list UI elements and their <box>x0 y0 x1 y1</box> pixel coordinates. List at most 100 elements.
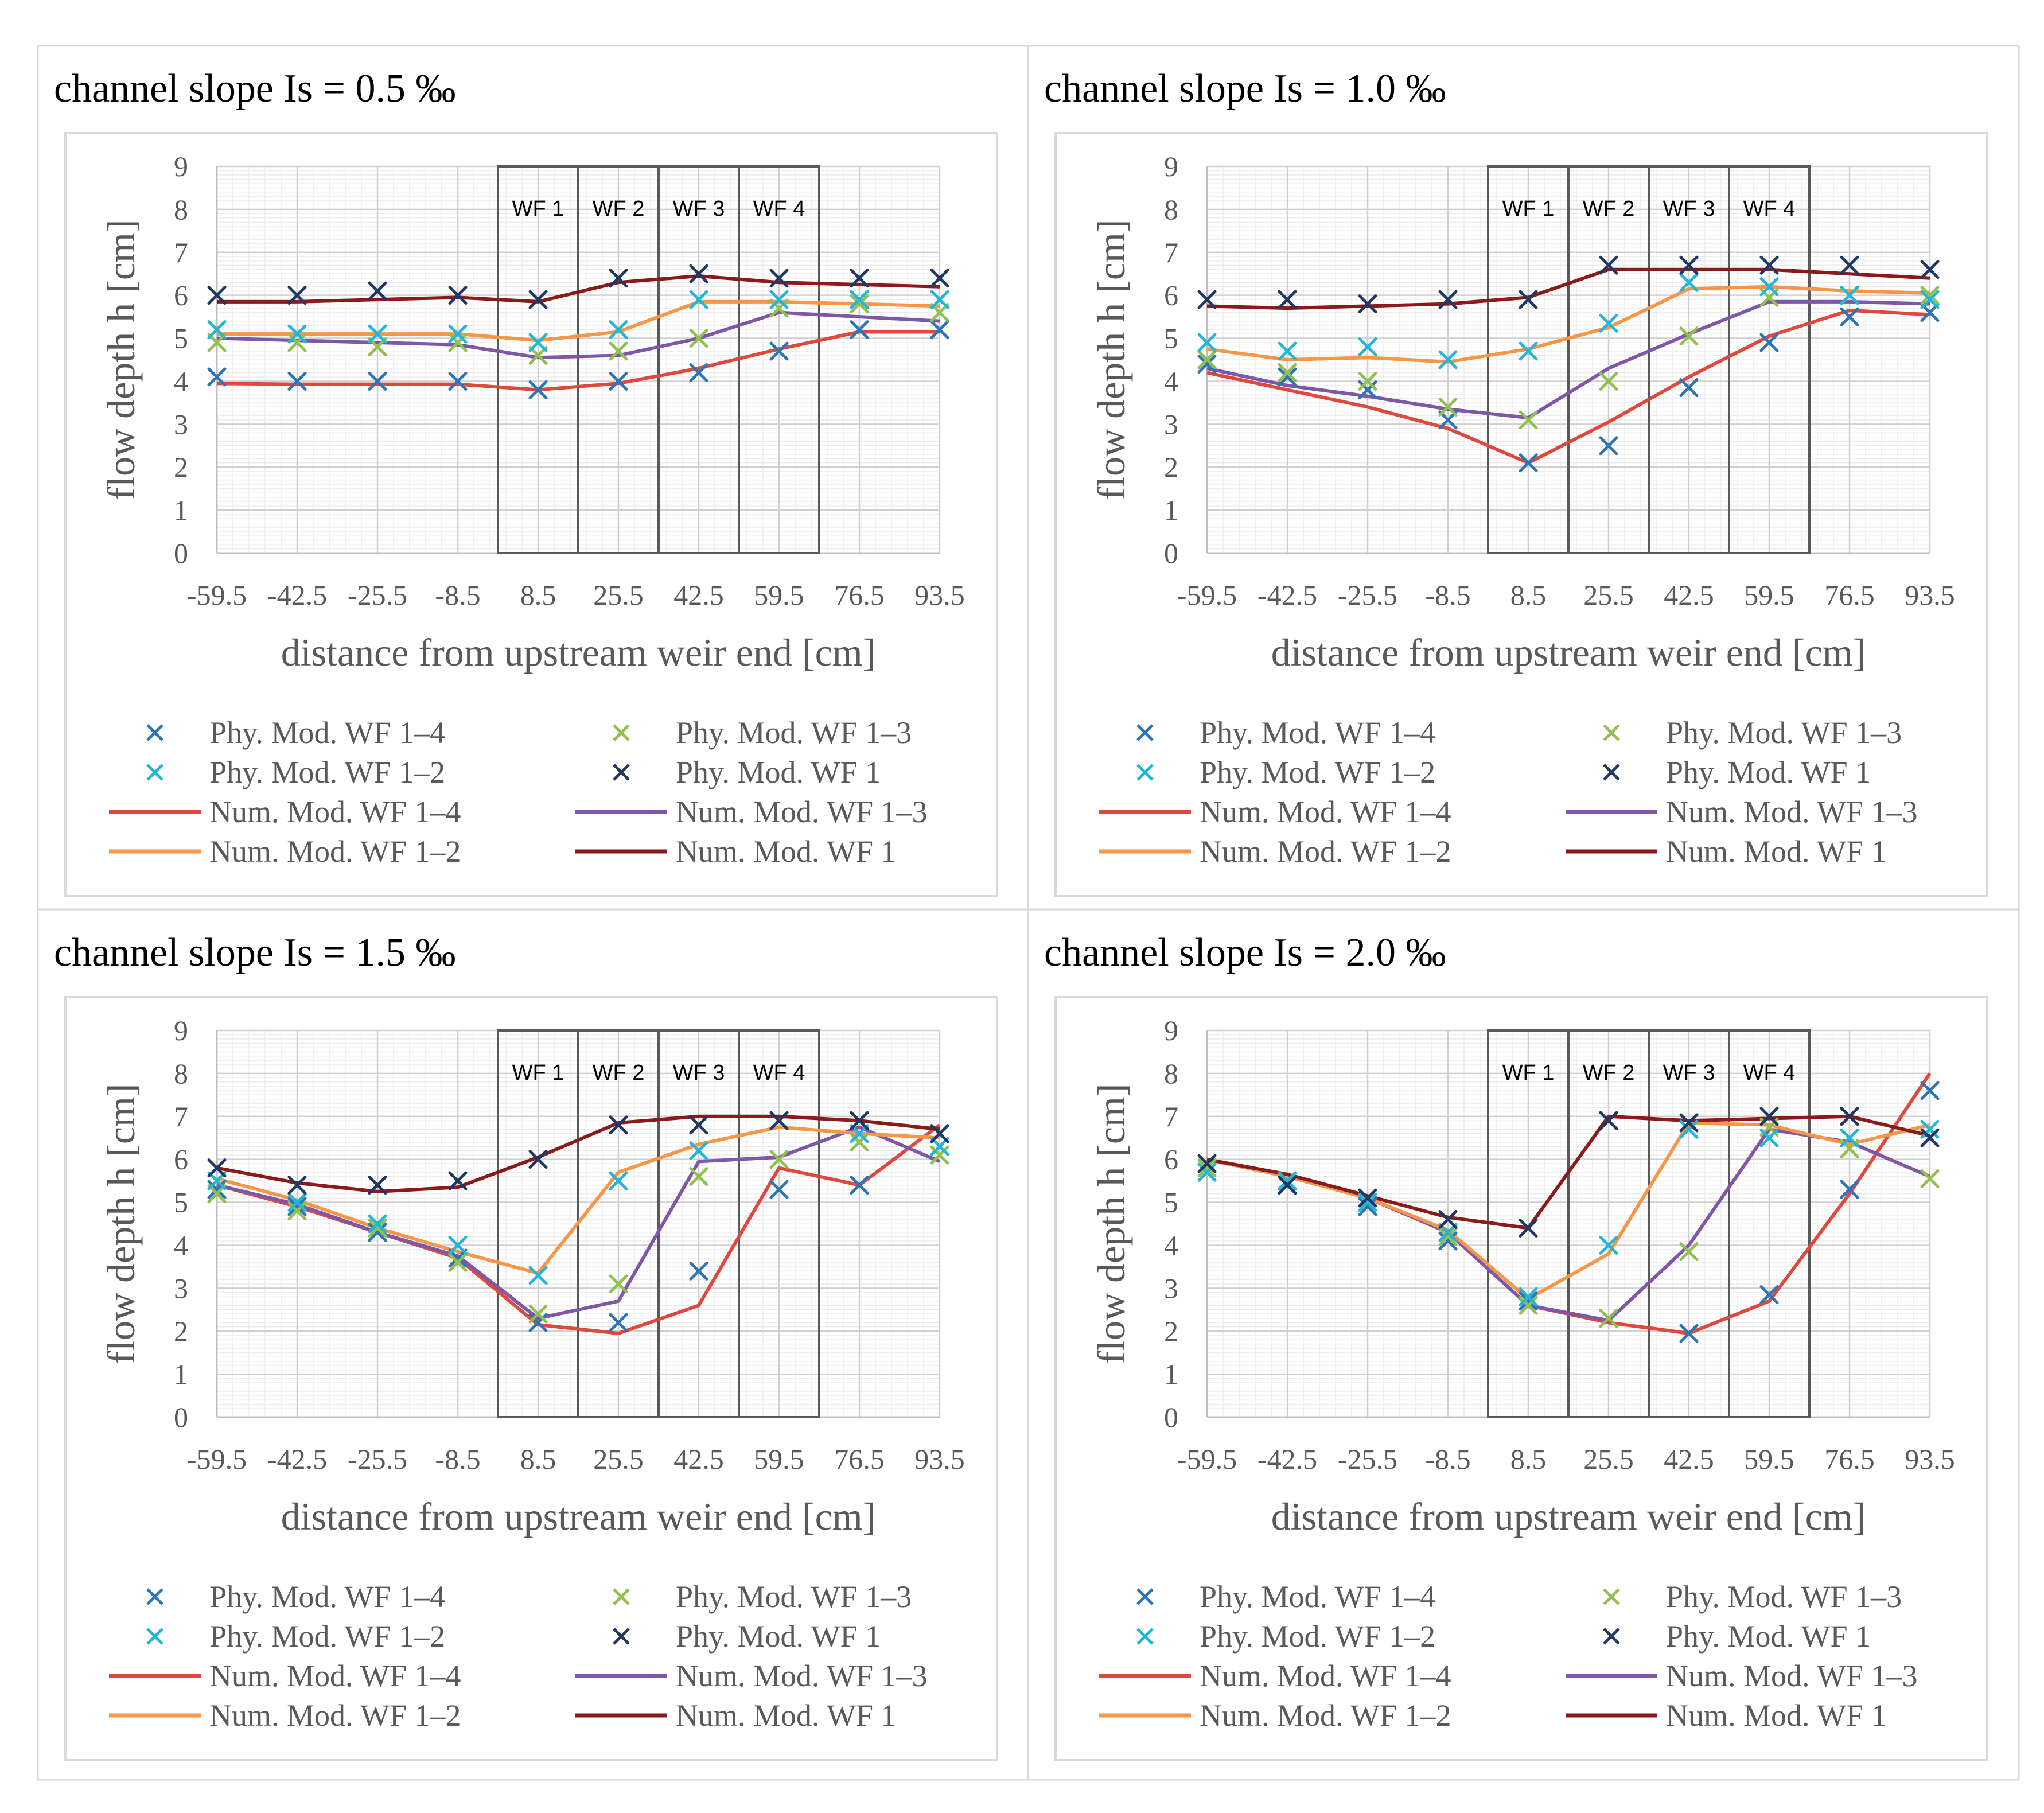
legend-item-phy-mod-wf-1-4: Phy. Mod. WF 1–4 <box>1136 1579 1435 1614</box>
series-line-num-mod-wf-1-4 <box>1206 308 1930 465</box>
data-point-phy-mod-wf-1-4 <box>528 380 548 399</box>
data-point-phy-mod-wf-1-4 <box>207 367 227 387</box>
data-point-phy-mod-wf-1-2 <box>368 1214 387 1234</box>
x-tick-label: 59.5 <box>1744 1443 1794 1475</box>
x-tick-label: -42.5 <box>1257 579 1317 611</box>
data-point-phy-mod-wf-1-3 <box>930 1145 949 1165</box>
x-tick-label: -59.5 <box>1177 579 1237 611</box>
data-point-phy-mod-wf-1-2 <box>1679 1119 1699 1139</box>
data-point-phy-mod-wf-1-3 <box>1438 397 1458 417</box>
y-tick-label: 1 <box>174 494 188 526</box>
x-tick-label: 8.5 <box>520 579 556 611</box>
data-point-phy-mod-wf-1-4 <box>1358 380 1377 399</box>
data-point-phy-mod-wf-1-4 <box>850 320 869 340</box>
legend-marker-symbol <box>146 764 163 781</box>
data-point-phy-mod-wf-1-2 <box>207 320 227 340</box>
data-point-phy-mod-wf-1-4 <box>769 1180 789 1199</box>
y-tick-label: 6 <box>174 279 188 312</box>
data-point-phy-mod-wf-1 <box>930 1124 949 1143</box>
legend-item-num-mod-wf-1-4: Num. Mod. WF 1–4 <box>109 1659 461 1693</box>
data-point-phy-mod-wf-1 <box>1840 1107 1859 1126</box>
legend-item-phy-mod-wf-1-3: Phy. Mod. WF 1–3 <box>1603 1579 1902 1614</box>
x-tick-label: -8.5 <box>435 579 480 611</box>
y-tick-label: 1 <box>1164 494 1178 526</box>
legend-item-num-mod-wf-1-3: Num. Mod. WF 1–3 <box>575 1659 928 1693</box>
data-point-phy-mod-wf-1 <box>1278 1176 1297 1195</box>
weir-field-label-4: WF 4 <box>1743 1061 1796 1085</box>
data-point-phy-mod-wf-1-4 <box>1599 436 1618 456</box>
x-tick-label: -59.5 <box>187 1443 247 1475</box>
data-point-phy-mod-wf-1-3 <box>287 333 307 352</box>
x-tick-label: 59.5 <box>1744 579 1794 611</box>
data-point-phy-mod-wf-1-4 <box>689 1261 708 1281</box>
y-tick-label: 9 <box>1164 1014 1178 1046</box>
data-point-phy-mod-wf-1-2 <box>448 324 468 344</box>
weir-field-label-3: WF 3 <box>673 197 725 221</box>
x-tick-label: 76.5 <box>834 579 885 611</box>
legend-item-num-mod-wf-1: Num. Mod. WF 1 <box>1566 1698 1887 1733</box>
data-point-phy-mod-wf-1-4 <box>1759 1285 1779 1305</box>
y-tick-label: 7 <box>1164 236 1178 269</box>
weir-field-label-1: WF 1 <box>512 1061 564 1085</box>
y-tick-label: 0 <box>174 1401 188 1433</box>
x-tick-label: 42.5 <box>1664 579 1714 611</box>
x-tick-label: 93.5 <box>914 579 965 611</box>
series-line-num-mod-wf-1 <box>216 1114 940 1193</box>
data-point-phy-mod-wf-1 <box>448 1171 468 1190</box>
data-point-phy-mod-wf-1-2 <box>850 1124 869 1143</box>
data-point-phy-mod-wf-1-2 <box>1438 1223 1458 1242</box>
chart-area-frame <box>64 132 998 897</box>
legend-marker-symbol <box>1136 724 1154 741</box>
data-point-phy-mod-wf-1-2 <box>1197 333 1217 352</box>
legend-item-phy-mod-wf-1: Phy. Mod. WF 1 <box>613 755 881 789</box>
y-axis-title: flow depth h [cm] <box>1089 219 1133 500</box>
data-point-phy-mod-wf-1-4 <box>1840 1180 1859 1199</box>
legend-item-phy-mod-wf-1-2: Phy. Mod. WF 1–2 <box>146 755 445 789</box>
plot-area: WF 1 WF 2 WF 3 WF 4 0 1 2 3 4 5 6 7 8 9 -59.5 -42.5 -25.… <box>99 150 965 674</box>
data-point-phy-mod-wf-1-3 <box>1519 410 1538 430</box>
y-tick-label: 7 <box>174 1100 188 1133</box>
legend-label: Phy. Mod. WF 1–3 <box>676 715 912 750</box>
y-tick-label: 2 <box>174 1315 188 1347</box>
data-point-phy-mod-wf-1-3 <box>1278 363 1297 382</box>
data-point-phy-mod-wf-1-3 <box>850 294 869 314</box>
x-tick-label: -8.5 <box>435 1443 480 1475</box>
legend: Phy. Mod. WF 1–4 Phy. Mod. WF 1–3 Phy. Mod… <box>1099 715 1918 869</box>
weir-field-label-3: WF 3 <box>1663 197 1715 221</box>
data-point-phy-mod-wf-1-2 <box>769 290 789 309</box>
legend-item-num-mod-wf-1-4: Num. Mod. WF 1–4 <box>1099 795 1451 829</box>
legend-label: Phy. Mod. WF 1–3 <box>1666 715 1902 750</box>
data-point-phy-mod-wf-1-4 <box>850 1176 869 1195</box>
data-point-phy-mod-wf-1-2 <box>1599 1235 1618 1255</box>
weir-field-label-2: WF 2 <box>1583 1061 1635 1085</box>
x-tick-label: 93.5 <box>914 1443 965 1475</box>
series-line-num-mod-wf-1-2 <box>216 1125 940 1275</box>
data-point-phy-mod-wf-1-2 <box>930 1137 949 1156</box>
legend-label: Phy. Mod. WF 1–3 <box>676 1579 912 1614</box>
data-point-phy-mod-wf-1-2 <box>1679 273 1699 292</box>
legend-marker-symbol <box>1603 1588 1620 1605</box>
plot-area: WF 1 WF 2 WF 3 WF 4 0 1 2 3 4 5 6 7 8 9 -59.5 -42.5 -25.… <box>99 1014 965 1538</box>
data-point-phy-mod-wf-1-4 <box>1679 378 1699 398</box>
data-point-phy-mod-wf-1 <box>689 1115 708 1135</box>
legend-item-num-mod-wf-1: Num. Mod. WF 1 <box>575 834 897 869</box>
data-point-phy-mod-wf-1 <box>1599 255 1618 275</box>
series-line-num-mod-wf-1-3 <box>216 1125 941 1320</box>
legend-item-phy-mod-wf-1-3: Phy. Mod. WF 1–3 <box>613 715 912 750</box>
legend-label: Phy. Mod. WF 1 <box>1666 755 1871 789</box>
legend-item-num-mod-wf-1-3: Num. Mod. WF 1–3 <box>1566 1659 1918 1693</box>
data-point-phy-mod-wf-1-4 <box>769 341 789 361</box>
legend-label: Phy. Mod. WF 1 <box>676 755 881 789</box>
legend-label: Num. Mod. WF 1 <box>1666 834 1887 869</box>
weir-field-label-4: WF 4 <box>753 1061 805 1085</box>
series-line-num-mod-wf-1-3 <box>1206 299 1930 420</box>
data-point-phy-mod-wf-1 <box>850 269 869 288</box>
legend-item-num-mod-wf-1-2: Num. Mod. WF 1–2 <box>109 1698 461 1733</box>
data-point-phy-mod-wf-1-4 <box>1519 1291 1538 1311</box>
series-line-num-mod-wf-1 <box>1206 1114 1930 1230</box>
legend-label: Phy. Mod. WF 1–2 <box>1200 1619 1435 1654</box>
legend-marker-symbol <box>613 1588 630 1605</box>
x-tick-label: -25.5 <box>348 1443 407 1475</box>
data-point-phy-mod-wf-1 <box>1679 255 1699 275</box>
data-point-phy-mod-wf-1 <box>1920 1128 1940 1147</box>
